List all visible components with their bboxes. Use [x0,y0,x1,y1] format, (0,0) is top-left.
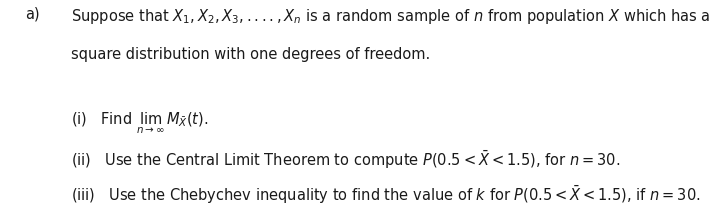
Text: (i)   Find $\underset{n\to\infty}{\lim}\,M_{\bar{X}}(t)$.: (i) Find $\underset{n\to\infty}{\lim}\,M… [71,111,208,136]
Text: square distribution with one degrees of freedom.: square distribution with one degrees of … [71,47,431,62]
Text: (iii)   Use the Chebychev inequality to find the value of $k$ for $P(0.5 < \bar{: (iii) Use the Chebychev inequality to fi… [71,184,701,206]
Text: (ii)   Use the Central Limit Theorem to compute $P(0.5 < \bar{X} < 1.5)$, for $n: (ii) Use the Central Limit Theorem to co… [71,149,620,171]
Text: Suppose that $X_1, X_2, X_3,....,X_n$ is a random sample of $n$ from population : Suppose that $X_1, X_2, X_3,....,X_n$ is… [71,7,714,26]
Text: a): a) [25,7,39,22]
